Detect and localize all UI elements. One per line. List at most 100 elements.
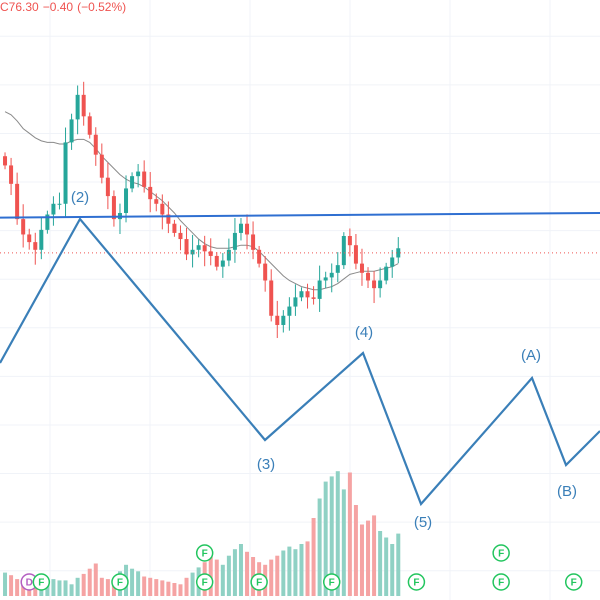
- event-marker-label: F: [38, 578, 44, 589]
- wave-label: (3): [257, 456, 275, 473]
- event-marker: [111, 573, 129, 591]
- candle-body: [281, 315, 286, 325]
- volume-bar: [15, 579, 20, 596]
- candle-body: [124, 188, 129, 213]
- volume-bar: [99, 577, 104, 596]
- volume-bar: [372, 515, 377, 596]
- candle-body: [232, 232, 237, 250]
- volume-bar: [154, 579, 159, 596]
- volume-bar: [136, 571, 141, 596]
- candle-body: [305, 291, 310, 298]
- candle-body: [154, 199, 159, 204]
- candle-body: [160, 203, 165, 215]
- volume-bar: [148, 577, 153, 596]
- candle-body: [299, 291, 304, 298]
- volume-bar: [311, 518, 316, 596]
- event-marker-label: F: [498, 549, 504, 560]
- volume-bar: [359, 524, 364, 596]
- candle-body: [105, 177, 110, 197]
- volume-bar: [130, 568, 135, 596]
- candle-body: [21, 219, 26, 235]
- candle-body: [81, 94, 86, 117]
- price-change-percent: (−0.52%): [77, 0, 127, 14]
- volume-bar: [87, 568, 92, 596]
- event-marker-label: F: [202, 549, 208, 560]
- candle-body: [226, 249, 231, 261]
- candle-body: [287, 306, 292, 316]
- candle-body: [245, 223, 250, 235]
- event-marker: [492, 544, 510, 562]
- volume-bar: [69, 584, 74, 596]
- candle-body: [257, 249, 262, 264]
- volume-bar: [353, 505, 358, 596]
- horizontal-level-line[interactable]: [0, 211, 600, 219]
- volume-bar: [178, 584, 183, 596]
- candle-body: [329, 272, 334, 278]
- event-marker: [492, 573, 510, 591]
- candle-body: [57, 203, 62, 205]
- candle-body: [27, 234, 32, 243]
- candle-body: [269, 280, 274, 316]
- volume-bar: [275, 555, 280, 596]
- candle-body: [238, 223, 243, 233]
- volume-bar: [57, 580, 62, 596]
- price-series: [3, 81, 401, 339]
- volume-bar: [245, 551, 250, 596]
- volume-bar: [299, 544, 304, 596]
- candle-body: [148, 186, 153, 200]
- candle-body: [353, 245, 358, 264]
- event-marker: [195, 573, 214, 591]
- volume-bar: [366, 520, 371, 596]
- event-marker-label: F: [256, 578, 262, 589]
- candle-body: [196, 245, 201, 250]
- volume-bar: [184, 577, 189, 596]
- wave-label: (A): [521, 347, 541, 364]
- candle-body: [323, 277, 328, 281]
- volume-bar: [347, 472, 352, 596]
- wave-line[interactable]: [0, 217, 600, 507]
- wave-label: (5): [414, 514, 432, 531]
- volume-bar: [75, 577, 80, 596]
- candle-body: [33, 242, 38, 250]
- volume-bar: [378, 531, 383, 596]
- volume-bar: [63, 580, 68, 596]
- volume-bar: [317, 498, 322, 596]
- candle-body: [347, 235, 352, 246]
- volume-bar: [51, 579, 56, 596]
- candle-body: [178, 232, 183, 240]
- volume-bar: [226, 555, 231, 596]
- candle-body: [317, 280, 322, 299]
- candle-body: [75, 94, 80, 120]
- candle-body: [372, 280, 377, 289]
- event-marker-label: F: [202, 578, 208, 589]
- candle-body: [111, 196, 116, 220]
- wave-label: (2): [71, 189, 89, 206]
- event-marker: [195, 544, 214, 562]
- volume-bar: [232, 549, 237, 596]
- candle-body: [396, 248, 401, 258]
- volume-bar: [21, 583, 26, 596]
- volume-bar: [396, 533, 401, 596]
- candle-body: [51, 203, 56, 215]
- price-change: −0.40: [42, 0, 74, 14]
- candle-body: [359, 263, 364, 273]
- wave-label: (4): [355, 324, 373, 341]
- candle-body: [39, 229, 44, 250]
- volume-bar: [214, 559, 219, 596]
- candle-body: [142, 171, 147, 187]
- event-marker-label: D: [26, 578, 33, 589]
- candle-body: [311, 297, 316, 299]
- event-marker: [250, 573, 268, 591]
- volume-bar: [329, 476, 334, 596]
- volume-bar: [305, 541, 310, 596]
- candle-body: [190, 249, 195, 255]
- candle-body: [341, 235, 346, 266]
- event-marker-label: F: [498, 578, 504, 589]
- event-marker-label: F: [329, 578, 335, 589]
- candle-body: [99, 154, 104, 178]
- candle-body: [214, 255, 219, 267]
- close-price: C76.30: [0, 0, 39, 14]
- candle-body: [220, 260, 225, 267]
- candle-body: [184, 239, 189, 255]
